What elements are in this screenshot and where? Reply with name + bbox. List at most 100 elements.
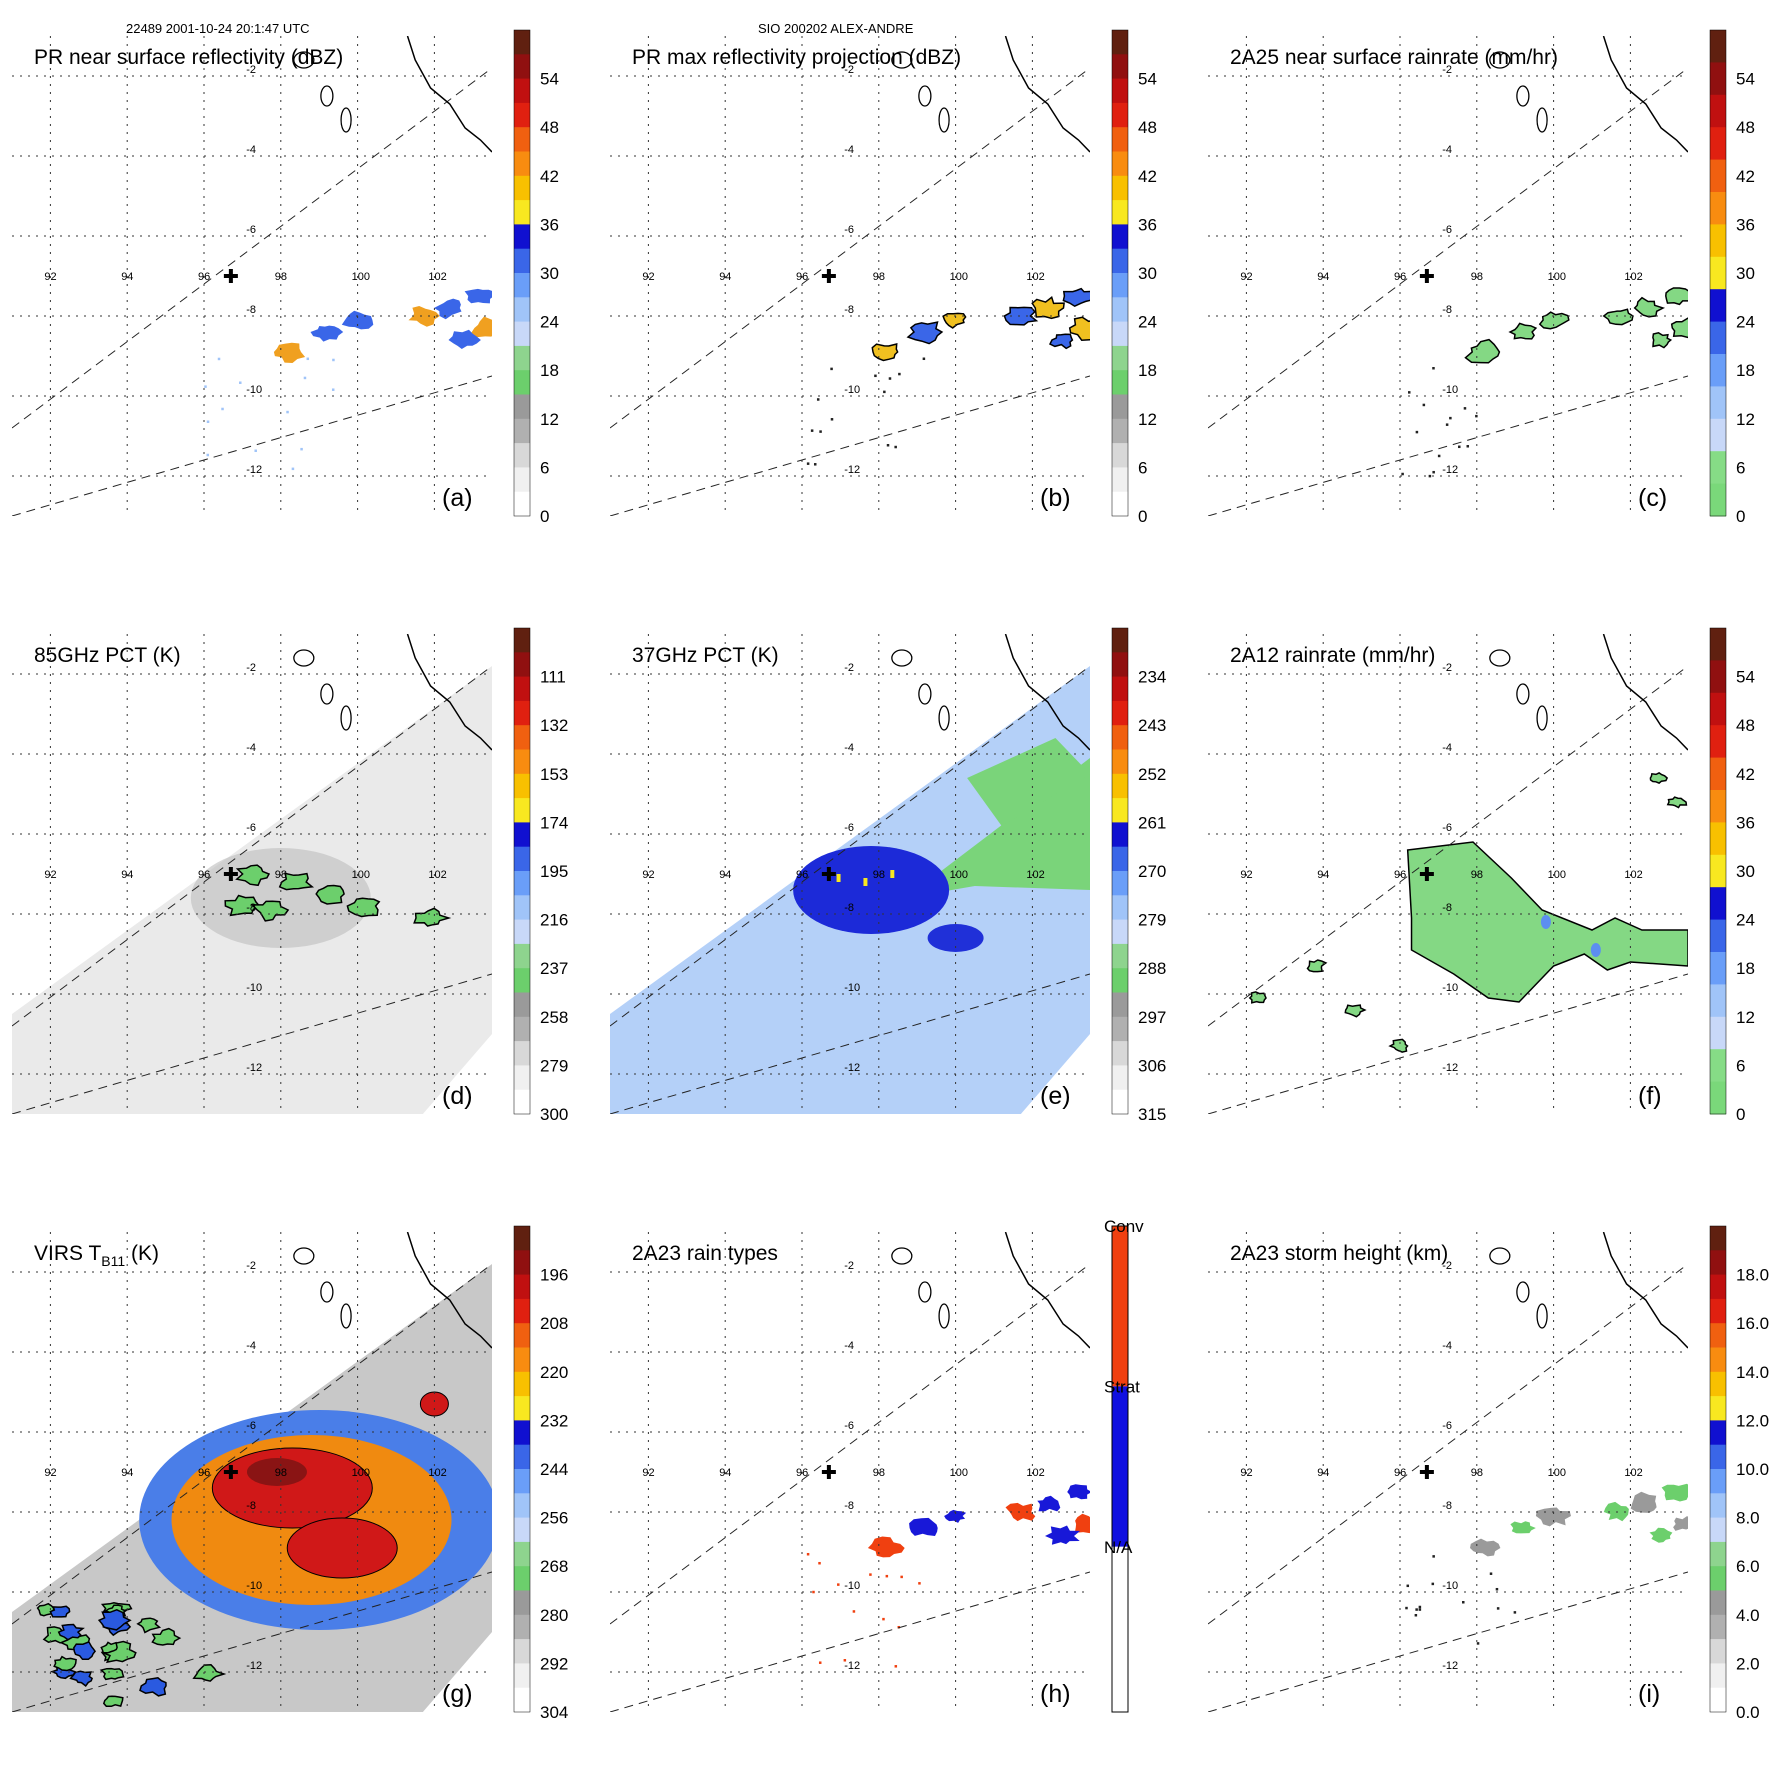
colorbar-tick-label: 18 — [1736, 959, 1755, 978]
lon-tick-label: 98 — [275, 271, 287, 283]
pr-cell — [1652, 331, 1673, 349]
island — [1489, 51, 1511, 69]
colorbar-tick-label: 279 — [1138, 911, 1166, 930]
pct-contour — [315, 884, 345, 905]
colorbar-segment — [514, 992, 530, 1018]
colorbar-tick-label: 268 — [540, 1557, 568, 1576]
pr-cell — [1508, 322, 1538, 340]
pr-speck — [303, 376, 307, 380]
colorbar-tick-label: 279 — [540, 1056, 568, 1075]
coastline — [406, 36, 492, 153]
colorbar-tick-label: Conv — [1104, 1217, 1144, 1236]
colorbar-segment — [514, 443, 530, 468]
colorbar-tick-label: 54 — [540, 70, 559, 89]
colorbar-tick-label: 237 — [540, 959, 568, 978]
colorbar-segment — [514, 1444, 530, 1470]
lon-tick-label: 92 — [642, 869, 654, 881]
lon-tick-label: 94 — [1317, 271, 1329, 283]
lat-tick-label: -4 — [1442, 1340, 1452, 1352]
lat-tick-label: -2 — [246, 64, 256, 76]
colorbar-segment — [514, 78, 530, 104]
lat-tick-label: -12 — [246, 1062, 262, 1074]
colorbar-segment — [1112, 102, 1128, 128]
pr-speck — [1408, 391, 1411, 394]
colorbar-segment — [514, 127, 530, 152]
colorbar-segment — [1710, 1541, 1726, 1567]
lon-tick-label: 98 — [275, 869, 287, 881]
lon-tick-label: 98 — [1471, 1467, 1483, 1479]
pr-speck — [1431, 1582, 1435, 1586]
pr-cell — [1045, 1525, 1081, 1545]
panel-title: 2A23 storm height (km) — [1230, 1242, 1448, 1265]
island — [938, 705, 950, 731]
colorbar-tick-label: 306 — [1138, 1056, 1166, 1075]
lon-tick-label: 94 — [719, 869, 731, 881]
rain-cell — [1388, 1038, 1409, 1053]
colorbar-segment — [514, 773, 530, 799]
colorbar-segment — [1112, 200, 1128, 225]
pr-cell — [867, 1536, 905, 1558]
island — [891, 649, 913, 667]
colorbar-tick-label: 24 — [1736, 313, 1755, 332]
colorbar-segment — [1710, 1420, 1726, 1446]
lon-tick-label: 96 — [796, 869, 808, 881]
colorbar-segment — [514, 1614, 530, 1640]
colorbar-frame — [1709, 1225, 1727, 1713]
swath-edge — [610, 1263, 1090, 1625]
pr-speck — [819, 430, 822, 433]
lat-tick-label: -2 — [844, 662, 854, 674]
colorbar-tick-label: 288 — [1138, 959, 1166, 978]
colorbar-tick-label: 36 — [540, 215, 559, 234]
lon-tick-label: 94 — [719, 271, 731, 283]
lat-tick-label: -12 — [1442, 1062, 1458, 1074]
colorbar-segment — [514, 628, 530, 653]
pr-speck — [1418, 1608, 1422, 1611]
colorbar-f: 54 48 42 36 30 24 18 12 6 0 — [1709, 627, 1755, 1124]
lon-tick-label: 94 — [121, 869, 133, 881]
island — [918, 683, 932, 705]
colorbar-segment — [514, 1323, 530, 1348]
colorbar-tick-label: 12 — [1138, 410, 1157, 429]
lon-tick-label: 94 — [121, 271, 133, 283]
panel-title-sub: B11 — [101, 1253, 125, 1269]
pct-contour — [278, 872, 315, 891]
lat-tick-label: -12 — [844, 464, 860, 476]
colorbar-segment — [1112, 175, 1128, 201]
colorbar-segment — [1112, 297, 1128, 323]
cold-top-south — [286, 1517, 398, 1579]
panel-letter: (h) — [1040, 1680, 1071, 1708]
swath-edge — [12, 973, 492, 1114]
pr-cell — [1665, 287, 1688, 306]
colorbar-segment — [1710, 159, 1726, 193]
colorbar-segment — [514, 200, 530, 225]
lon-tick-label: 96 — [1394, 1467, 1406, 1479]
panel-letter: (b) — [1040, 484, 1071, 512]
colorbar-tick-label: 252 — [1138, 765, 1166, 784]
colorbar-segment — [1710, 1614, 1726, 1640]
pr-speck — [885, 1574, 889, 1578]
center-marker — [821, 867, 836, 881]
lat-tick-label: -8 — [246, 304, 256, 316]
colorbar-tick-label: 16.0 — [1736, 1314, 1769, 1333]
lon-tick-label: 92 — [1240, 1467, 1252, 1479]
lon-tick-label: 102 — [1026, 869, 1044, 881]
panel-title: 2A25 near surface rainrate (mm/hr) — [1230, 46, 1558, 69]
colorbar-segment — [1112, 652, 1128, 678]
lat-tick-label: -4 — [1442, 144, 1452, 156]
pr-speck — [1445, 423, 1449, 426]
pr-speck — [300, 447, 303, 451]
lat-tick-label: -6 — [844, 822, 854, 834]
colorbar-tick-label: 48 — [1736, 716, 1755, 735]
pr-speck — [1489, 1572, 1493, 1575]
panel-g: 92 94 96 98 100 102 -2 -4 -6 -8 -10 -12 VIRS TB11 (K… — [12, 1225, 568, 1722]
lon-tick-label: 98 — [873, 271, 885, 283]
colorbar-frame — [1111, 627, 1129, 1115]
map-area-e: 92 94 96 98 100 102 -2 -4 -6 -8 -10 -12 — [610, 634, 1090, 1114]
pr-speck — [1418, 1605, 1422, 1609]
pr-speck — [918, 1582, 921, 1585]
colorbar-tick-label: 24 — [540, 313, 559, 332]
colorbar-tick-label: 18 — [1138, 361, 1157, 380]
lat-tick-label: -8 — [1442, 1500, 1452, 1512]
map-area-c: 92 94 96 98 100 102 -2 -4 -6 -8 -10 -12 — [1208, 36, 1688, 516]
pr-speck — [897, 1625, 901, 1629]
